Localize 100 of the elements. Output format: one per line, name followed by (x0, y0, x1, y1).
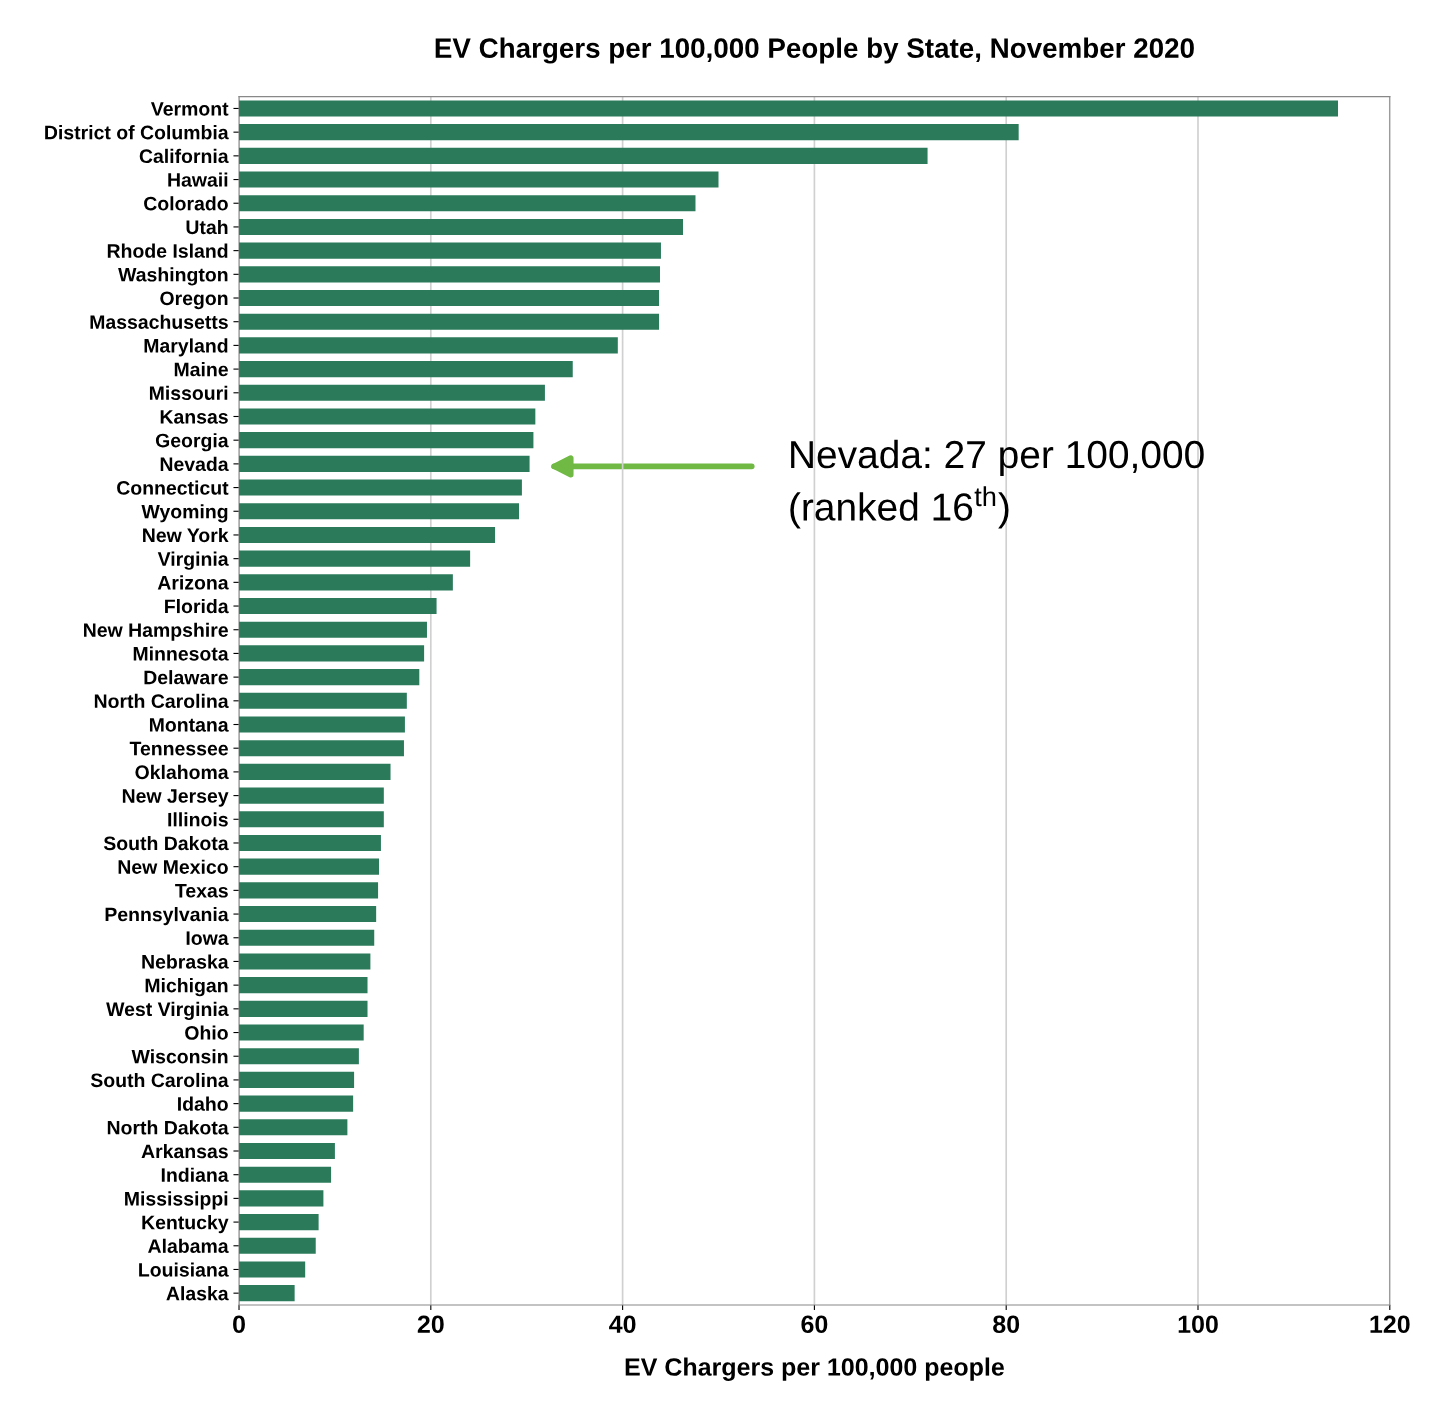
bar (239, 929, 375, 946)
bar (239, 953, 371, 970)
y-tick-label: Minnesota (133, 646, 229, 661)
bar (239, 242, 661, 259)
y-tick-label: New Mexico (118, 859, 228, 874)
y-tick-label: Nevada (160, 456, 229, 472)
y-tick-label: Virginia (157, 551, 229, 570)
bar (239, 361, 573, 378)
bar (239, 1166, 332, 1183)
x-tick-label: 20 (417, 1315, 444, 1334)
y-tick-label: Vermont (150, 102, 229, 116)
bar (239, 384, 545, 401)
bar (239, 621, 427, 638)
y-tick-label: Pennsylvania (105, 907, 229, 926)
bar (239, 574, 453, 591)
x-tick-label: 100 (1178, 1315, 1218, 1334)
y-tick-label: Missouri (149, 385, 228, 401)
bar (239, 787, 384, 804)
y-tick-label: Arkansas (141, 1143, 228, 1159)
x-tick-label: 0 (233, 1315, 245, 1334)
bar (239, 266, 661, 283)
bar (239, 1285, 295, 1302)
y-tick-label: North Carolina (94, 693, 229, 709)
y-tick-label: Mississippi (125, 1191, 228, 1210)
annotation: Nevada: 27 per 100,000 (ranked 16$^{th}$) (790, 439, 1204, 529)
bar (239, 1048, 359, 1065)
bar (239, 740, 404, 757)
y-tick-label: Massachusetts (90, 314, 228, 329)
y-tick-label: Florida (165, 598, 229, 614)
bar (239, 550, 471, 567)
bar (239, 455, 530, 472)
bar (239, 195, 696, 212)
y-tick-label: Hawaii (168, 172, 228, 187)
bar (239, 763, 391, 780)
x-tick-label: 80 (993, 1315, 1020, 1334)
bar (239, 1214, 319, 1231)
y-tick-label: California (139, 148, 229, 164)
x-tick-label: 120 (1370, 1315, 1410, 1334)
y-tick-label: Wyoming (141, 504, 228, 523)
y-tick-label: Wisconsin (131, 1049, 228, 1064)
bar (239, 432, 534, 449)
bar (239, 147, 928, 164)
y-tick-label: Ohio (185, 1025, 228, 1040)
bar (239, 811, 384, 828)
bar (239, 218, 684, 235)
y-tick-label: Washington (118, 267, 228, 286)
y-tick-label: Oregon (160, 291, 228, 310)
bar (239, 171, 719, 188)
bar (239, 645, 425, 662)
bar (239, 597, 437, 615)
y-tick-label: New York (143, 527, 229, 543)
y-tick-label: Connecticut (117, 480, 229, 495)
y-tick-label: Maine (174, 362, 228, 377)
y-tick-label: Iowa (186, 931, 229, 945)
y-tick-label: District of Columbia (45, 125, 229, 140)
y-tick-label: Indiana (161, 1167, 229, 1182)
x-axis-title: EV Chargers per 100,000 people (625, 1357, 1004, 1381)
bar (239, 124, 1019, 141)
y-tick-label: Arizona (157, 575, 229, 590)
bar (239, 313, 660, 330)
bar (239, 882, 379, 899)
bar (239, 1119, 348, 1136)
bar (239, 337, 618, 354)
x-tick-label: 40 (609, 1315, 636, 1334)
y-tick-label: Idaho (178, 1096, 228, 1111)
bar (239, 1237, 316, 1254)
bar (239, 1071, 355, 1088)
y-tick-label: Delaware (144, 670, 228, 685)
y-tick-label: West Virginia (106, 1001, 229, 1020)
y-tick-label: Michigan (145, 978, 228, 997)
y-tick-label: Texas (175, 884, 228, 898)
bar (239, 1142, 335, 1160)
x-tick-label: 60 (801, 1315, 828, 1334)
bar (239, 669, 420, 686)
y-tick-label: Montana (149, 718, 229, 732)
bar (239, 479, 522, 496)
bar (239, 858, 380, 875)
y-tick-label: Maryland (144, 338, 228, 357)
y-tick-label: Illinois (168, 812, 228, 827)
bar (239, 1000, 368, 1017)
bar (239, 289, 660, 307)
bar (239, 834, 381, 852)
y-tick-label: South Dakota (103, 835, 229, 851)
y-tick-label: Colorado (144, 196, 228, 211)
bar (239, 1190, 324, 1207)
y-tick-label: Alabama (148, 1238, 229, 1254)
y-tick-label: Kansas (160, 410, 228, 424)
bar (239, 716, 405, 733)
y-tick-label: Nebraska (142, 954, 229, 969)
y-tick-label: Utah (186, 219, 228, 235)
bar (239, 906, 377, 923)
bar (239, 526, 496, 544)
bar (239, 977, 368, 994)
bar (239, 692, 407, 709)
bar (239, 408, 536, 425)
y-tick-label: South Carolina (90, 1072, 229, 1088)
bar (239, 1261, 306, 1278)
y-tick-label: Georgia (155, 433, 229, 452)
bar (239, 100, 1339, 117)
bar (239, 1095, 354, 1112)
